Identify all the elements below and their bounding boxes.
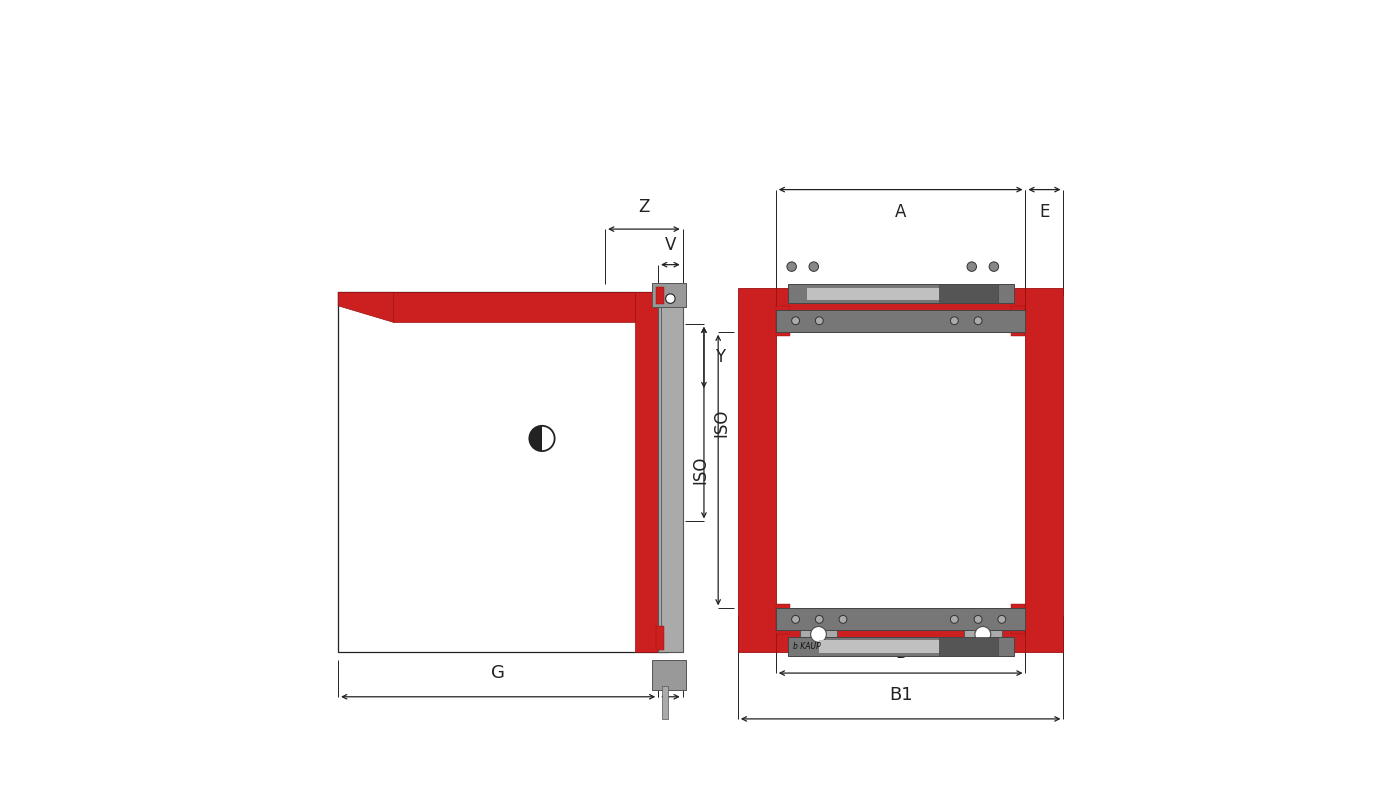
Bar	[655, 626, 664, 650]
Circle shape	[951, 615, 959, 623]
Circle shape	[974, 615, 981, 623]
Circle shape	[665, 294, 675, 303]
Circle shape	[951, 317, 959, 325]
Bar	[655, 287, 664, 304]
Text: B1: B1	[889, 687, 913, 704]
Text: ISO: ISO	[692, 456, 710, 484]
Text: Z: Z	[638, 198, 650, 216]
Circle shape	[791, 615, 799, 623]
Bar	[963, 620, 1002, 652]
Circle shape	[809, 262, 819, 272]
Bar	[662, 686, 668, 719]
Bar	[738, 288, 776, 652]
Bar	[652, 660, 686, 690]
Circle shape	[787, 262, 797, 272]
Bar	[339, 292, 668, 652]
Bar	[776, 332, 1025, 608]
Text: ISO: ISO	[713, 408, 731, 437]
Wedge shape	[529, 426, 542, 451]
Circle shape	[974, 317, 981, 325]
Circle shape	[791, 317, 799, 325]
Circle shape	[839, 615, 847, 623]
Bar	[788, 637, 1014, 656]
Circle shape	[815, 615, 823, 623]
Text: D: D	[664, 664, 678, 682]
Bar	[1025, 288, 1064, 652]
Circle shape	[529, 426, 554, 451]
Bar	[808, 288, 962, 300]
Text: G: G	[491, 664, 505, 682]
Bar	[776, 608, 1025, 652]
Bar	[776, 288, 1025, 332]
Bar	[776, 306, 790, 336]
Bar	[788, 284, 1014, 303]
Circle shape	[967, 262, 976, 272]
Bar	[636, 292, 658, 652]
Circle shape	[811, 626, 826, 642]
Circle shape	[990, 262, 998, 272]
Bar	[799, 620, 837, 652]
Text: B: B	[895, 645, 906, 662]
Text: E: E	[1039, 203, 1050, 220]
Bar	[738, 288, 1064, 652]
Bar	[776, 608, 1025, 630]
Bar	[1011, 306, 1025, 336]
Circle shape	[815, 317, 823, 325]
Text: Y: Y	[714, 348, 725, 367]
Text: A: A	[895, 203, 906, 220]
Circle shape	[998, 615, 1005, 623]
Bar	[776, 604, 790, 634]
Bar	[393, 292, 658, 322]
Bar	[938, 637, 998, 656]
Bar	[1011, 604, 1025, 634]
Circle shape	[974, 626, 991, 642]
Text: b KAUP: b KAUP	[794, 641, 820, 651]
Bar	[776, 310, 1025, 332]
Bar	[652, 283, 686, 307]
Bar	[819, 640, 956, 653]
Polygon shape	[339, 292, 393, 322]
Bar	[938, 284, 998, 303]
Text: V: V	[665, 236, 676, 254]
Bar	[658, 292, 683, 652]
